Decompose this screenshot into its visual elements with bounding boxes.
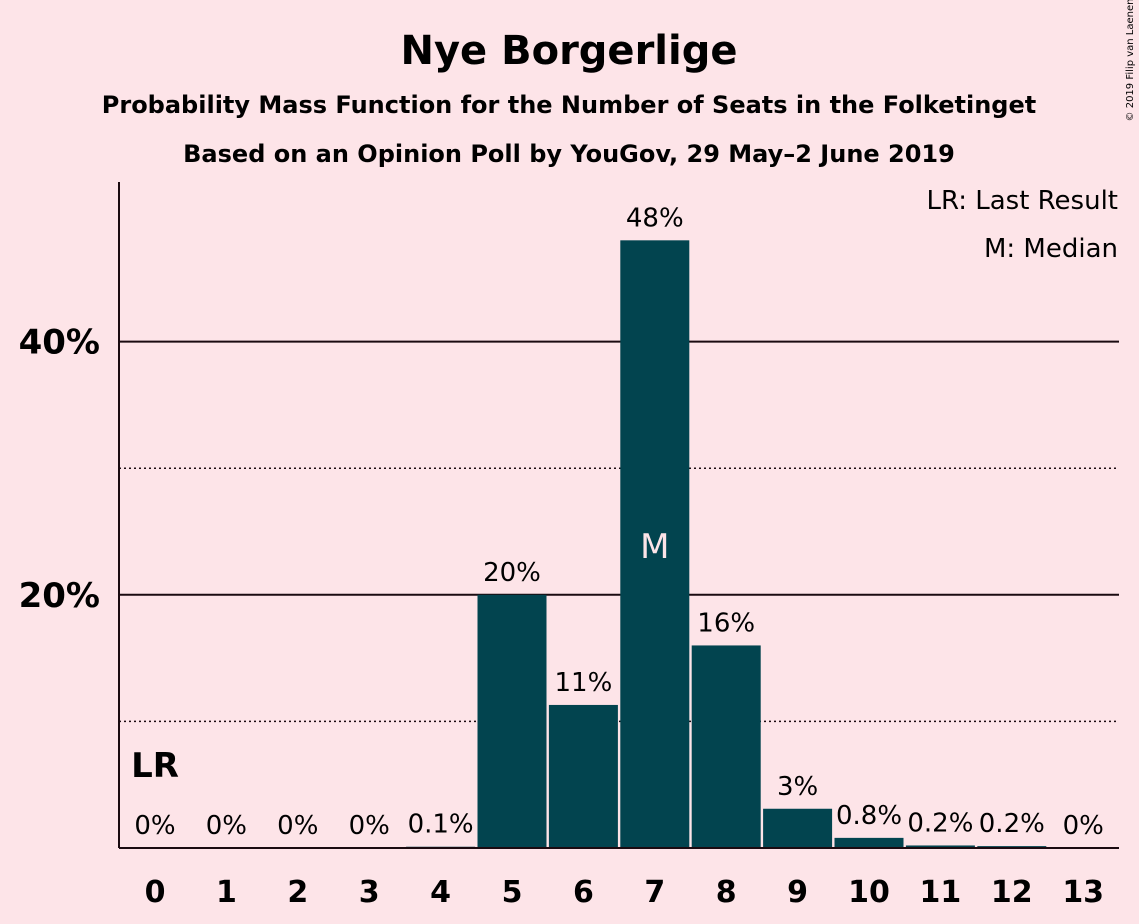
data-labels: 0% 0% 0% 0% 0.1%20%11%48%16%3%0.8% 0.2% 0.2% 0%… xyxy=(131,203,1104,841)
x-tick-label: 12 xyxy=(991,875,1033,910)
bar-label-11: 0.2% xyxy=(907,808,973,838)
bar-7 xyxy=(620,240,690,848)
x-tick-label: 0 xyxy=(145,875,166,910)
bar-label-4: 0.1% xyxy=(408,810,474,840)
bar-9 xyxy=(763,808,833,848)
x-axis-ticks: 0 1 2 3 4 5 6 7 8 9 10 11 12 13 xyxy=(145,875,1105,910)
x-tick-label: 10 xyxy=(848,875,890,910)
x-tick-label: 2 xyxy=(287,875,308,910)
gridlines xyxy=(119,340,1119,723)
median-marker: M xyxy=(640,527,669,567)
bar-label-7: 48% xyxy=(626,203,684,233)
bar-label-3: 0% xyxy=(349,811,390,841)
chart-subtitle: Probability Mass Function for the Number… xyxy=(102,91,1036,119)
legend-last-result: LR: Last Result xyxy=(926,186,1118,216)
y-tick-label: 20% xyxy=(19,576,100,616)
bar-8 xyxy=(691,645,761,848)
bar-6 xyxy=(548,704,618,848)
x-tick-label: 11 xyxy=(920,875,962,910)
bar-label-0: 0% xyxy=(134,811,175,841)
bar-10 xyxy=(834,837,904,848)
copyright-notice: © 2019 Filip van Laenen xyxy=(1125,0,1136,121)
bar-label-9: 3% xyxy=(777,772,818,802)
x-tick-label: 9 xyxy=(787,875,808,910)
bar-label-13: 0% xyxy=(1063,811,1104,841)
x-tick-label: 3 xyxy=(359,875,380,910)
bar-label-6: 11% xyxy=(555,668,613,698)
chart-subtitle-2: Based on an Opinion Poll by YouGov, 29 M… xyxy=(183,140,955,168)
chart-title: Nye Borgerlige xyxy=(401,28,738,74)
bar-label-5: 20% xyxy=(483,558,541,588)
bar-label-1: 0% xyxy=(206,811,247,841)
x-tick-label: 8 xyxy=(716,875,737,910)
x-tick-label: 7 xyxy=(644,875,665,910)
bar-label-10: 0.8% xyxy=(836,801,902,831)
x-tick-label: 13 xyxy=(1062,875,1104,910)
legend-median: M: Median xyxy=(984,234,1118,264)
bar-label-8: 16% xyxy=(697,608,755,638)
y-axis-ticks: 20% 40% xyxy=(19,323,100,616)
bar-5 xyxy=(477,594,547,848)
bar-label-12: 0.2% xyxy=(979,809,1045,839)
last-result-marker: LR xyxy=(131,746,179,786)
x-tick-label: 1 xyxy=(216,875,237,910)
y-tick-label: 40% xyxy=(19,323,100,363)
bar-label-2: 0% xyxy=(277,811,318,841)
x-tick-label: 6 xyxy=(573,875,594,910)
x-tick-label: 5 xyxy=(502,875,523,910)
bars xyxy=(406,240,1047,848)
x-tick-label: 4 xyxy=(430,875,451,910)
bar-11 xyxy=(905,845,975,848)
